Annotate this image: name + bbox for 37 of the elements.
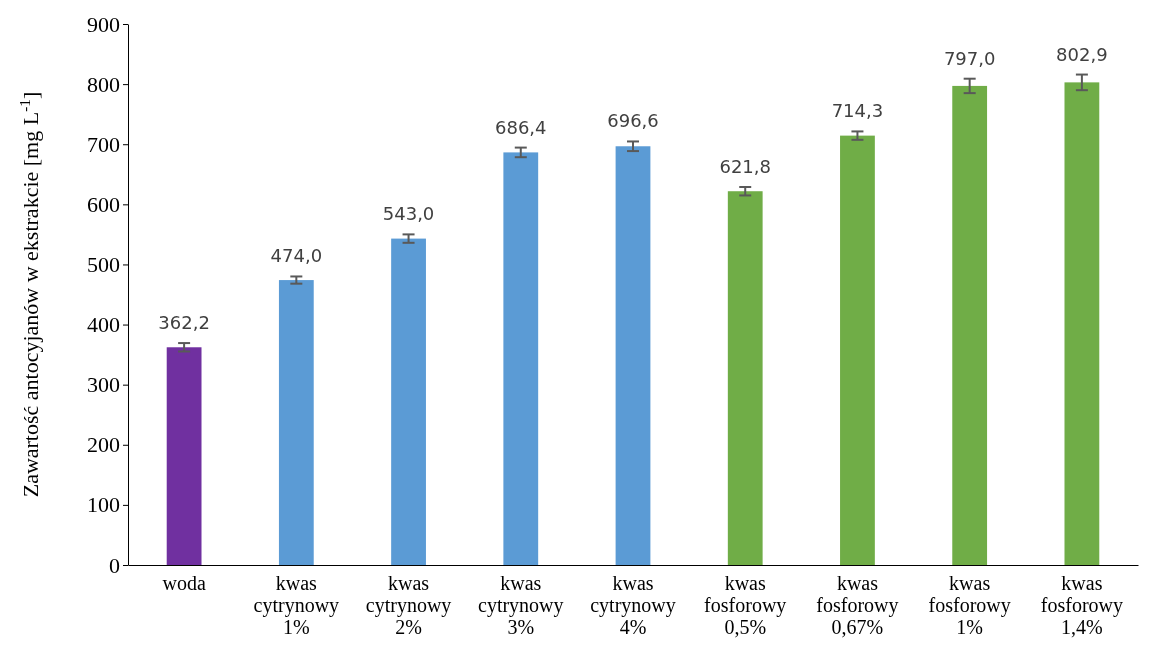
x-tick-label: kwas cytrynowy 1% [253, 572, 340, 638]
data-label: 474,0 [270, 245, 323, 267]
x-tick-label: kwas cytrynowy 3% [478, 572, 564, 638]
data-label: 543,0 [382, 203, 435, 225]
y-tick-label: 200 [87, 432, 120, 458]
y-tick-label: 900 [87, 11, 120, 37]
bar [391, 238, 426, 565]
y-tick-label: 300 [87, 372, 120, 398]
y-tick-label: 0 [109, 552, 120, 578]
x-tick-label: kwas fosforowy 1,4% [1040, 572, 1123, 638]
data-label: 802,9 [1056, 43, 1108, 65]
y-tick-label: 700 [87, 131, 120, 157]
y-tick-label: 100 [87, 492, 120, 518]
data-label: 621,8 [719, 156, 771, 178]
bar [166, 347, 202, 565]
data-label: 686,4 [495, 116, 547, 138]
bar [503, 152, 539, 565]
y-tick-label: 400 [87, 312, 120, 338]
x-tick-label: kwas cytrynowy 4% [590, 572, 676, 638]
bar [278, 280, 314, 565]
y-tick-label: 600 [87, 191, 120, 217]
bar [615, 146, 651, 565]
data-label: 714,3 [831, 100, 884, 122]
x-tick-label: kwas fosforowy 0,67% [816, 572, 899, 638]
y-tick-label: 800 [87, 71, 120, 97]
bar [1064, 82, 1100, 565]
x-tick-label: woda [162, 572, 206, 594]
y-tick-label: 500 [87, 251, 120, 277]
bar [727, 191, 763, 565]
x-tick-label: kwas fosforowy 1% [928, 572, 1011, 638]
x-tick-label: kwas fosforowy 0,5% [704, 572, 787, 638]
data-label: 362,2 [158, 312, 210, 334]
bar [952, 85, 988, 565]
bar [840, 135, 875, 565]
data-label: 696,6 [607, 110, 659, 132]
data-label: 797,0 [943, 47, 996, 69]
x-tick-label: kwas cytrynowy 2% [365, 572, 452, 638]
